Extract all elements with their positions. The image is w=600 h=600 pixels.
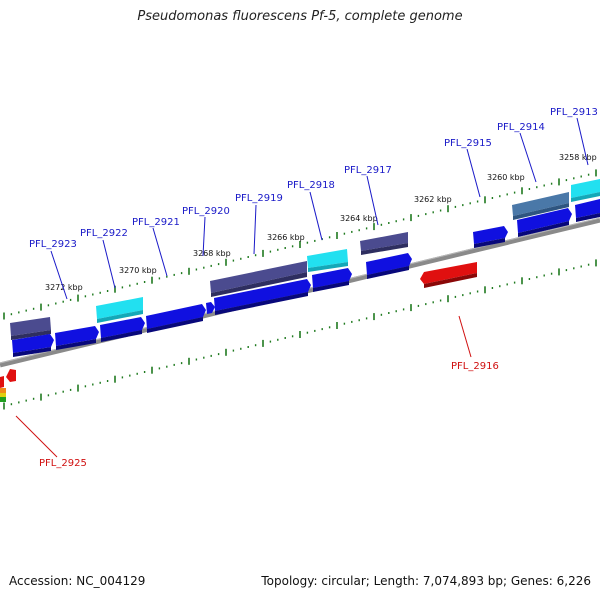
cds-forward-2913 [575, 199, 600, 222]
feature-slate-2923 [10, 317, 51, 340]
cds-forward-2922 [100, 317, 145, 342]
gene-label-pfl-2915[interactable]: PFL_2915 [444, 138, 492, 149]
cds-reverse-2916 [420, 262, 477, 288]
gene-label-pfl-2925[interactable]: PFL_2925 [39, 458, 87, 469]
cds-forward-2917 [366, 253, 412, 279]
cds-forward-2914 [517, 208, 572, 237]
cds-forward-2921 [146, 304, 206, 333]
tick-label-3262: 3262 kbp [414, 195, 452, 204]
accession-text: Accession: NC_004129 [9, 574, 146, 588]
feature-cyan-2913 [571, 179, 600, 202]
feature-cyan-2918 [307, 249, 348, 272]
gene-label-pfl-2920[interactable]: PFL_2920 [182, 206, 230, 217]
feature-steel-2914 [512, 192, 569, 220]
tick-marks-upper [3, 169, 597, 320]
gene-label-pfl-2913[interactable]: PFL_2913 [550, 107, 598, 118]
genome-summary-text: Topology: circular; Length: 7,074,893 bp… [261, 574, 591, 588]
feature-slate-2919 [210, 261, 307, 297]
cds-reverse-2925 [0, 369, 16, 388]
reverse-leader-lines [15, 315, 472, 458]
tick-label-3266: 3266 kbp [267, 233, 305, 242]
cds-forward-2924 [55, 326, 99, 350]
gene-label-pfl-2916[interactable]: PFL_2916 [451, 361, 499, 372]
tick-label-3272: 3272 kbp [45, 283, 83, 292]
tick-label-3258: 3258 kbp [559, 153, 597, 162]
cds-forward-2919 [214, 279, 311, 315]
gene-label-pfl-2919[interactable]: PFL_2919 [235, 193, 283, 204]
cds-forward-2915 [473, 226, 508, 248]
cds-forward-2918 [312, 268, 352, 292]
feature-edge-strips [0, 388, 6, 402]
tick-label-3260: 3260 kbp [487, 173, 525, 182]
map-title: Pseudomonas fluorescens Pf-5, complete g… [137, 9, 463, 24]
cds-forward-2923 [12, 334, 54, 357]
cds-forward-2920 [206, 302, 215, 314]
gene-label-pfl-2918[interactable]: PFL_2918 [287, 180, 335, 191]
forward-leader-lines [50, 117, 589, 300]
gene-label-pfl-2917[interactable]: PFL_2917 [344, 165, 392, 176]
gene-label-pfl-2923[interactable]: PFL_2923 [29, 239, 77, 250]
tick-label-3270: 3270 kbp [119, 266, 157, 275]
tick-label-3268: 3268 kbp [193, 249, 231, 258]
gene-label-pfl-2921[interactable]: PFL_2921 [132, 217, 180, 228]
gene-label-pfl-2914[interactable]: PFL_2914 [497, 122, 545, 133]
feature-cyan-2922 [96, 297, 143, 323]
tick-marks-lower [3, 259, 597, 410]
gene-label-pfl-2922[interactable]: PFL_2922 [80, 228, 128, 239]
feature-slate-2917 [360, 232, 408, 255]
tick-label-3264: 3264 kbp [340, 214, 378, 223]
